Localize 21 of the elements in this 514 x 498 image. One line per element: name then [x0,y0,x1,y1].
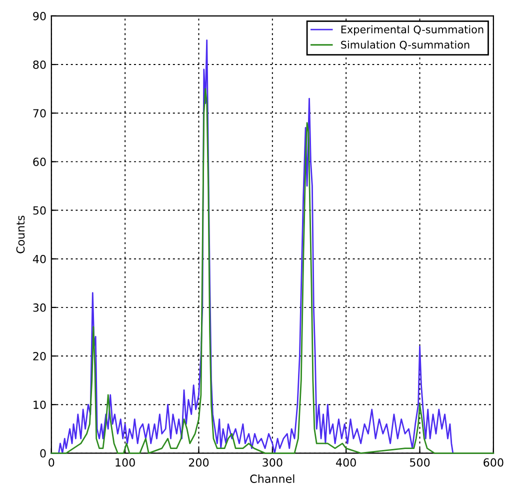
y-tick-label: 60 [33,158,46,166]
x-tick-label: 0 [48,458,54,467]
y-tick-label: 0 [40,449,46,458]
y-tick-label: 70 [33,109,46,118]
legend-label: Experimental Q-summation [341,25,484,36]
x-tick-label: 300 [262,458,282,467]
x-tick-label: 600 [484,458,504,467]
x-tick-label: 100 [116,458,135,467]
y-tick-label: 40 [32,254,46,264]
x-tick-label: 400 [336,458,356,467]
y-tick-label: 90 [33,12,46,20]
y-tick-label: 10 [34,400,46,409]
legend-label: Simulation Q-summation [341,40,470,50]
x-tick-label: 200 [188,458,209,467]
x-axis-title: Channel [250,474,294,483]
x-tick-label: 500 [410,458,430,467]
y-tick-label: 80 [33,60,46,69]
y-tick-label: 50 [33,206,46,215]
y-axis-title: Counts [16,216,25,254]
y-tick-label: 30 [33,303,46,312]
y-tick-label: 20 [33,352,46,360]
